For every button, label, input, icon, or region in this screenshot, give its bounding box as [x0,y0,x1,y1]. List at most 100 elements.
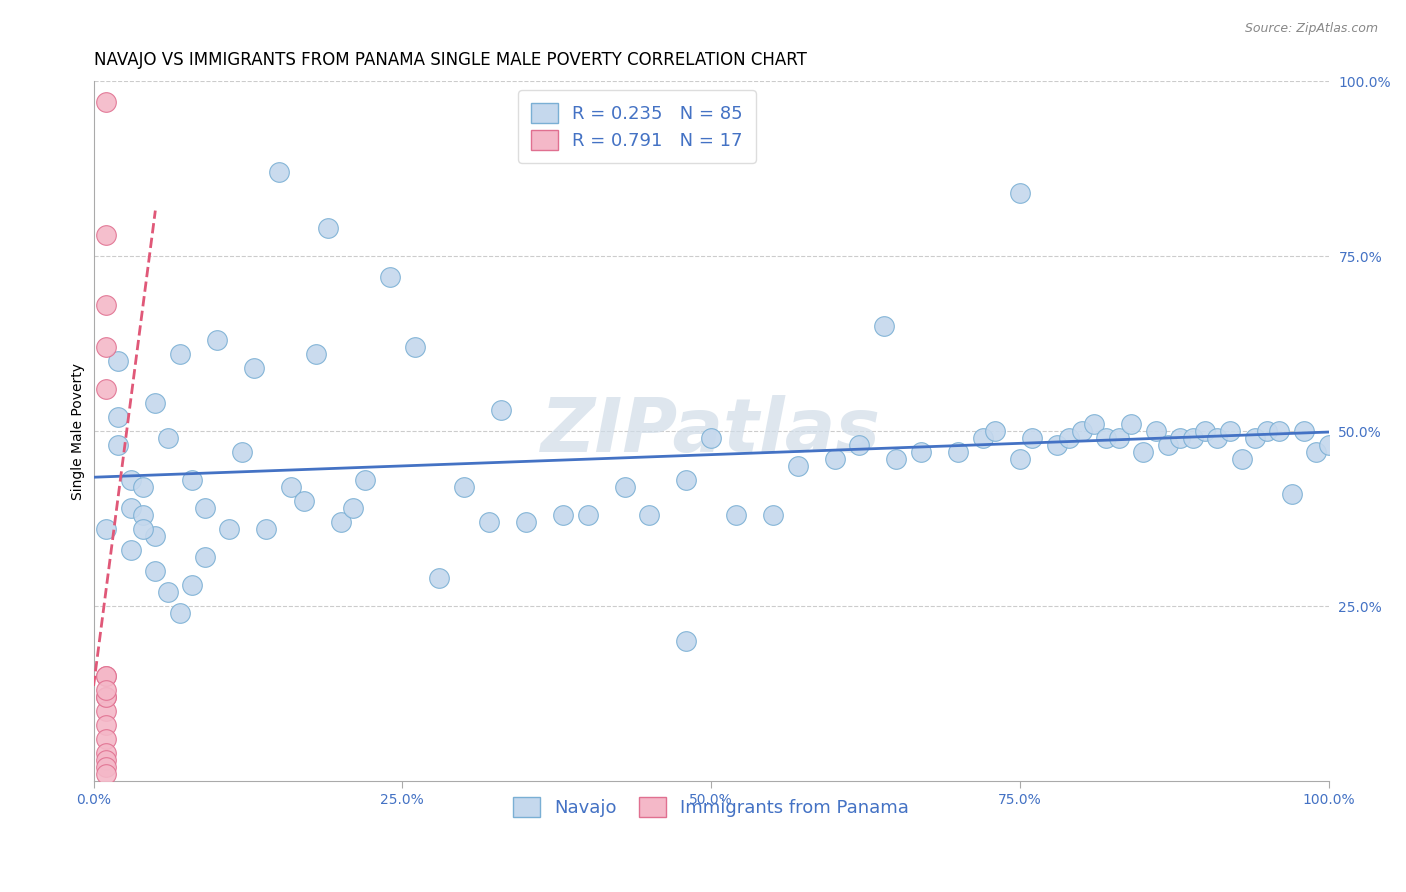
Point [132,522,155,536]
Point [1083,417,1105,432]
Point [94,228,117,243]
Point [143,396,166,410]
Point [1008,452,1031,467]
Point [613,480,636,494]
Point [1059,431,1081,445]
Point [638,508,661,522]
Point [489,403,512,417]
Point [378,270,401,285]
Point [1256,424,1278,438]
Point [218,522,240,536]
Point [94,690,117,704]
Point [194,501,217,516]
Point [256,522,278,536]
Text: Source: ZipAtlas.com: Source: ZipAtlas.com [1244,22,1378,36]
Point [143,564,166,578]
Point [94,298,117,312]
Y-axis label: Single Male Poverty: Single Male Poverty [72,363,86,500]
Point [94,767,117,781]
Point [1292,424,1315,438]
Point [1008,186,1031,201]
Point [132,480,155,494]
Point [1144,424,1167,438]
Point [120,501,142,516]
Point [910,445,932,459]
Point [886,452,908,467]
Point [107,354,129,368]
Point [342,501,364,516]
Point [120,473,142,487]
Point [1194,424,1216,438]
Text: ZIPatlas: ZIPatlas [541,394,882,467]
Point [762,508,785,522]
Point [94,522,117,536]
Point [1119,417,1142,432]
Point [94,731,117,746]
Point [94,760,117,774]
Point [873,319,896,334]
Point [984,424,1007,438]
Point [515,515,537,529]
Point [1281,487,1303,501]
Point [280,480,302,494]
Point [94,718,117,732]
Point [194,550,217,565]
Point [292,494,315,508]
Point [169,347,191,361]
Point [848,438,870,452]
Point [478,515,501,529]
Legend: Navajo, Immigrants from Panama: Navajo, Immigrants from Panama [506,790,917,824]
Point [1243,431,1265,445]
Point [1268,424,1291,438]
Point [316,221,339,235]
Point [181,473,204,487]
Point [156,431,179,445]
Point [429,571,451,585]
Point [1132,445,1154,459]
Point [243,361,266,376]
Point [132,508,155,522]
Point [1046,438,1069,452]
Point [1095,431,1118,445]
Point [824,452,846,467]
Point [551,508,574,522]
Point [1206,431,1229,445]
Point [94,95,117,110]
Point [94,753,117,767]
Point [1219,424,1241,438]
Point [205,333,228,347]
Point [94,746,117,760]
Point [700,431,723,445]
Point [675,473,697,487]
Point [1317,438,1340,452]
Point [1108,431,1130,445]
Point [94,690,117,704]
Point [354,473,377,487]
Point [267,165,290,179]
Point [453,480,475,494]
Point [786,459,808,474]
Point [675,634,697,648]
Point [120,543,142,558]
Point [94,669,117,683]
Point [1070,424,1092,438]
Point [724,508,747,522]
Point [94,704,117,718]
Point [946,445,969,459]
Text: NAVAJO VS IMMIGRANTS FROM PANAMA SINGLE MALE POVERTY CORRELATION CHART: NAVAJO VS IMMIGRANTS FROM PANAMA SINGLE … [94,51,807,69]
Point [1181,431,1204,445]
Point [329,515,352,529]
Point [156,585,179,599]
Point [1157,438,1180,452]
Point [231,445,253,459]
Point [94,669,117,683]
Point [1305,445,1327,459]
Point [94,382,117,396]
Point [94,683,117,698]
Point [94,340,117,354]
Point [143,529,166,543]
Point [107,410,129,425]
Point [1230,452,1253,467]
Point [404,340,426,354]
Point [576,508,599,522]
